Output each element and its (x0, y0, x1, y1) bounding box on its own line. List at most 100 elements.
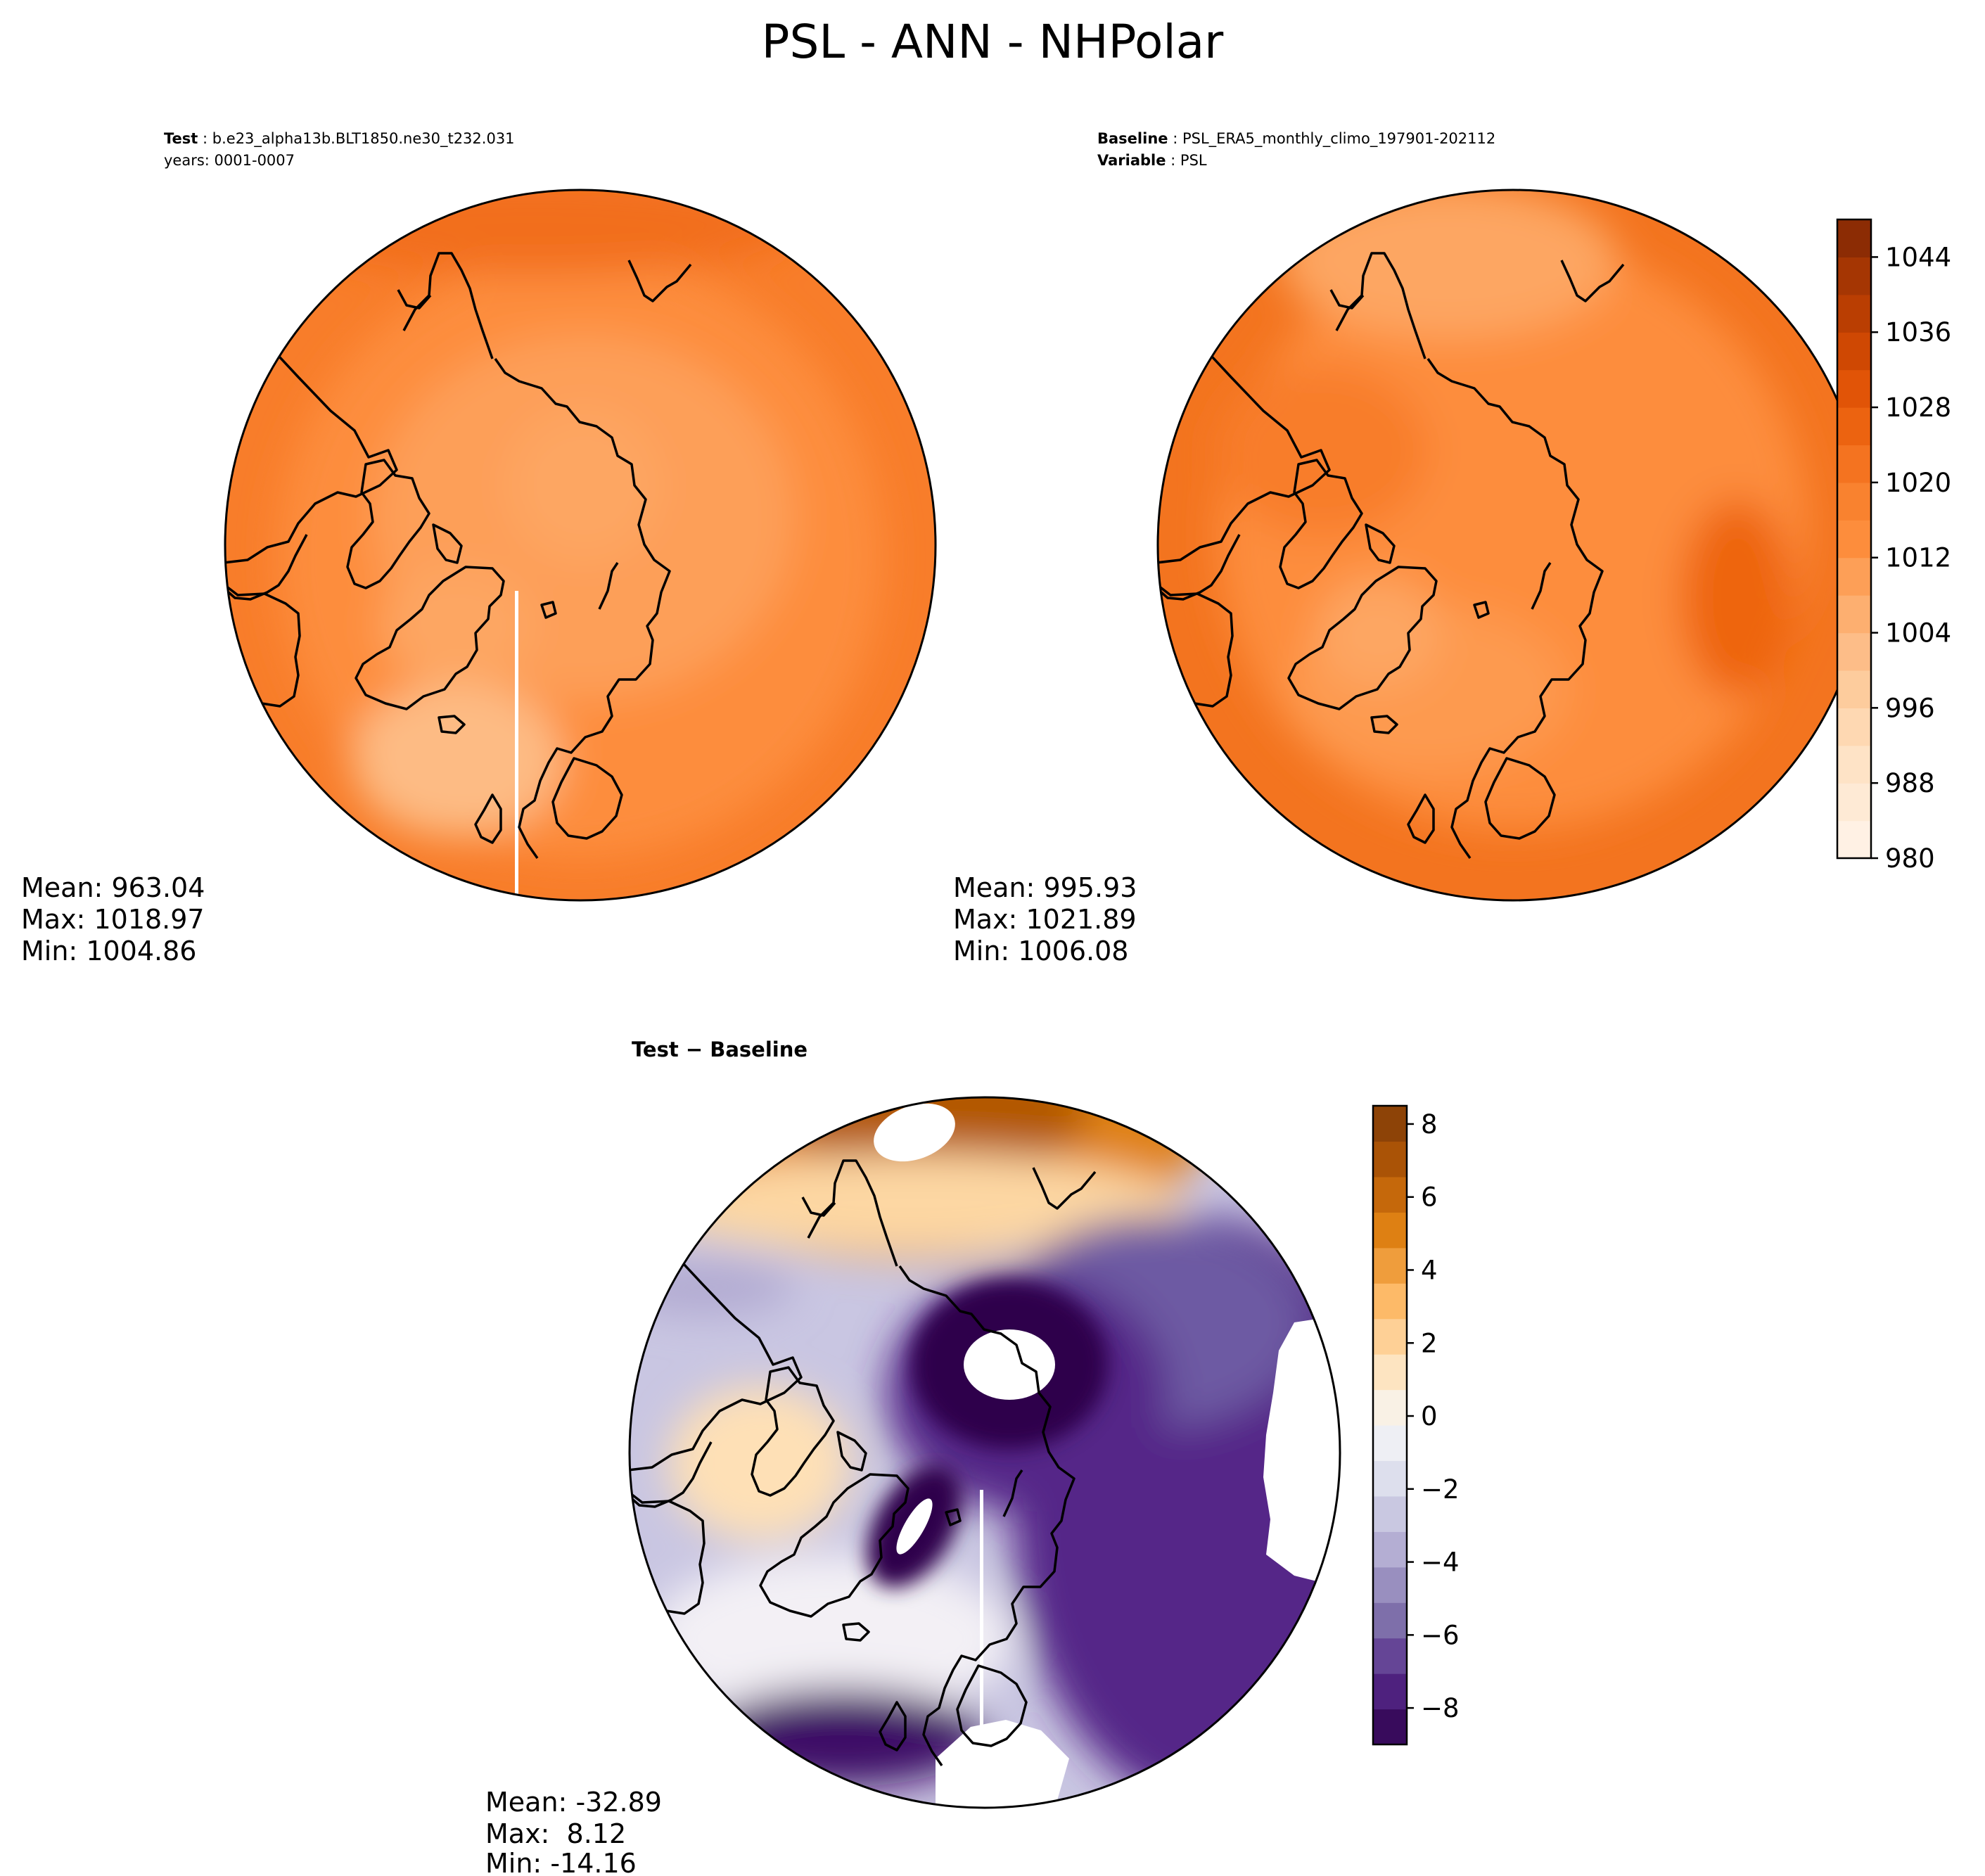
panel-baseline-header-1-bold: Baseline (1097, 130, 1168, 147)
coast-test-greenland (355, 566, 505, 710)
panel-baseline-stat-mean-label: Mean: (953, 872, 1035, 903)
colorbar-difference-level-9 (1373, 1389, 1407, 1426)
colorbar-difference-level-2 (1373, 1638, 1407, 1674)
colorbar-psl-level-4 (1837, 670, 1871, 708)
missing-diff-africa (936, 1720, 1069, 1808)
coast-test-hudson (225, 534, 308, 601)
coast-baseline-north-america (1158, 294, 1331, 708)
coast-diff-alaska (801, 1197, 836, 1217)
colorbar-psl-level-5 (1837, 632, 1871, 671)
colorbar-difference-level-5 (1373, 1531, 1407, 1568)
panel-baseline-stat-max: Max: 1021.89 (953, 904, 1137, 935)
colorbar-psl-tick-label: 1012 (1885, 543, 1951, 573)
coast-baseline-svalbard (1473, 601, 1490, 619)
colorbar-difference-tick-label: 0 (1421, 1401, 1438, 1431)
coast-test-siberia-east (402, 252, 494, 359)
panel-test-stat-mean: Mean: 963.04 (21, 872, 205, 903)
panel-test: Test : b.e23_alpha13b.BLT1850.ne30_t232.… (21, 130, 937, 966)
colorbar-difference-level-13 (1373, 1247, 1407, 1284)
panel-baseline-map (1158, 190, 1868, 900)
missing-diff-siberia-edge (1263, 1315, 1340, 1583)
coast-baseline-uk (1407, 793, 1435, 844)
panel-test-header-1-bold: Test (164, 130, 198, 147)
panel-difference-coastlines (630, 1159, 1097, 1767)
field-baseline-greenland (1315, 577, 1442, 689)
missing-diff-arctic (964, 1329, 1055, 1400)
panel-test-map (225, 190, 936, 900)
panel-difference-stat-mean-label: Mean: (485, 1787, 567, 1818)
panel-difference-stat-max-value: 8.12 (558, 1818, 626, 1849)
colorbar-difference-level-10 (1373, 1354, 1407, 1391)
figure-title: PSL - ANN - NHPolar (762, 15, 1225, 69)
panel-test-stat-max-label: Max: (21, 904, 85, 935)
coast-baseline-kamchatka (1560, 260, 1625, 302)
coast-baseline-scandinavia (1484, 757, 1556, 840)
colorbar-difference-level-1 (1373, 1673, 1407, 1710)
field-diff-west-band (630, 1259, 795, 1315)
panel-baseline-header-2-bold: Variable (1097, 152, 1166, 169)
colorbar-psl-level-2 (1837, 745, 1871, 784)
colorbar-difference-level-12 (1373, 1283, 1407, 1320)
coast-diff-kamchatka (1032, 1167, 1097, 1210)
panel-difference-frame (628, 1096, 1341, 1809)
colorbar-psl-tick-label: 1020 (1885, 468, 1951, 498)
panel-difference-stat-min: Min: -14.16 (485, 1848, 637, 1876)
field-baseline-canada (1217, 366, 1428, 535)
colorbar-difference-level-14 (1373, 1212, 1407, 1249)
panel-difference-stat-max: Max: 8.12 (485, 1818, 626, 1849)
panel-test-header-1-text: b.e23_alpha13b.BLT1850.ne30_t232.031 (212, 130, 515, 148)
panel-test-stat-min-value: 1004.86 (86, 936, 196, 966)
colorbar-difference-tick-label: 2 (1421, 1328, 1438, 1358)
panel-difference-map (630, 1097, 1340, 1808)
colorbar-psl-frame (1836, 218, 1872, 860)
panel-test-stat-min-label: Min: (21, 936, 77, 966)
colorbar-psl-tick-label: 980 (1885, 843, 1935, 874)
colorbar-psl-level-9 (1837, 482, 1871, 521)
colorbar-psl-level-8 (1837, 520, 1871, 559)
field-test-atlantic-low (352, 682, 563, 837)
coast-test-uk (474, 793, 502, 844)
coast-diff-north-america (630, 1201, 803, 1615)
colorbar-difference-tick-label: −4 (1421, 1548, 1460, 1578)
panel-baseline-stat-max-value: 1021.89 (1026, 904, 1136, 935)
coast-baseline-greenland (1287, 566, 1438, 710)
colorbar-difference-level-15 (1373, 1176, 1407, 1213)
colorbar-difference-frame (1372, 1104, 1408, 1746)
coast-diff-greenland (759, 1473, 909, 1618)
panel-test-header-line-2: years: 0001-0007 (164, 152, 295, 169)
panel-difference-stat-max-label: Max: (485, 1818, 549, 1849)
panel-test-coastlines (225, 252, 692, 860)
coast-baseline-novaya (1531, 562, 1552, 610)
field-test-pacific (267, 190, 802, 274)
coast-test-north-america (225, 294, 398, 708)
coast-diff-siberia-east (807, 1159, 898, 1267)
coast-test-archipelago (346, 459, 430, 589)
coast-baseline-baffin (1365, 523, 1396, 564)
missing-diff-pacific (874, 1103, 955, 1162)
missing-diff-greenland (896, 1498, 933, 1555)
coast-diff-uk (879, 1701, 907, 1751)
panel-test-seam (515, 591, 518, 900)
coast-test-baffin (432, 523, 463, 564)
panel-test-stat-mean-value: 963.04 (111, 872, 205, 903)
panel-baseline-header-line-1: Baseline : PSL_ERA5_monthly_climo_197901… (1097, 130, 1495, 148)
panel-baseline-stat-max-label: Max: (953, 904, 1017, 935)
colorbar-difference-tick-label: 4 (1421, 1255, 1438, 1285)
colorbar-psl-level-14 (1837, 294, 1871, 333)
colorbar-psl-tick-label: 1028 (1885, 393, 1951, 423)
coast-test-scandinavia (551, 757, 623, 840)
field-baseline-siberia (1681, 499, 1794, 696)
coast-diff-eurasia (898, 1265, 1076, 1767)
colorbar-psl-level-7 (1837, 557, 1871, 596)
colorbar-psl-tick-label: 996 (1885, 693, 1935, 723)
colorbar-difference-level-7 (1373, 1460, 1407, 1497)
colorbar-difference-level-6 (1373, 1495, 1407, 1532)
coast-diff-iceland (842, 1622, 870, 1642)
field-test-arctic-high (506, 408, 661, 563)
colorbar-psl-level-13 (1837, 332, 1871, 371)
panel-test-frame (224, 189, 937, 902)
colorbar-psl-level-15 (1837, 257, 1871, 295)
panel-baseline-stat-min-value: 1006.08 (1018, 936, 1128, 966)
panel-baseline-stat-min-label: Min: (953, 936, 1009, 966)
colorbar-difference-level-0 (1373, 1709, 1407, 1745)
